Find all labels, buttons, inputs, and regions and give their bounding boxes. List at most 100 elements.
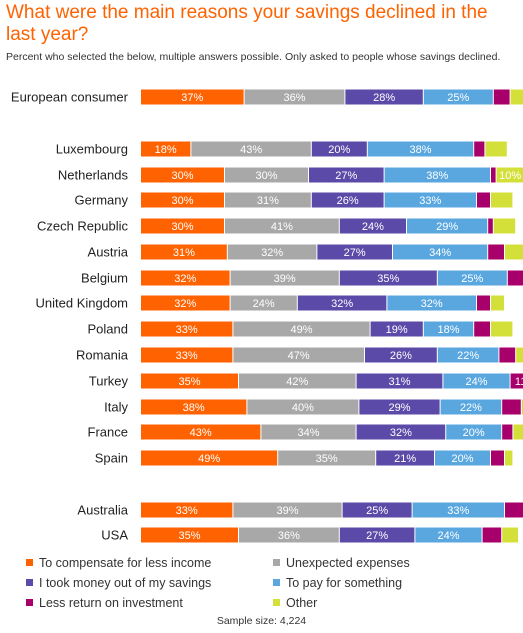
bar-segment	[317, 244, 392, 260]
bar-segment	[440, 399, 502, 415]
legend-swatch	[26, 599, 33, 606]
data-label: 20%	[328, 144, 350, 156]
data-label: 49%	[290, 324, 312, 336]
data-label: 28%	[373, 92, 395, 104]
data-label: 29%	[388, 402, 410, 414]
data-label: 35%	[316, 453, 338, 465]
category-label: Romania	[76, 348, 129, 363]
chart-subtitle: Percent who selected the below, multiple…	[6, 51, 501, 63]
data-label: 30%	[255, 170, 277, 182]
category-label: Netherlands	[58, 168, 129, 183]
bar-segment	[488, 218, 493, 234]
bar-segment	[365, 347, 437, 363]
category-label: Spain	[95, 451, 128, 466]
category-label: Czech Republic	[37, 219, 129, 234]
bar-segment	[141, 321, 233, 337]
bar-segment	[367, 141, 474, 157]
data-label: 30%	[171, 195, 193, 207]
legend-label: Other	[286, 596, 318, 610]
data-label: 24%	[465, 376, 487, 388]
bar-segment	[339, 270, 437, 286]
data-label: 24%	[437, 530, 459, 542]
bar-segment	[244, 89, 345, 105]
sample-size-note: Sample size: 4,224	[216, 615, 307, 627]
legend-swatch	[273, 599, 280, 606]
data-label: 18%	[155, 144, 177, 156]
data-label: 22%	[457, 350, 479, 362]
legend-swatch	[26, 559, 33, 566]
bar-segment	[513, 424, 523, 440]
category-label: Belgium	[81, 271, 128, 286]
bar-segment	[230, 295, 297, 311]
data-label: 34%	[429, 247, 451, 259]
bar-segment	[393, 244, 488, 260]
bar-segment	[474, 141, 485, 157]
data-label: 33%	[176, 324, 198, 336]
category-label: European consumer	[11, 90, 129, 105]
bar-segment	[443, 373, 510, 389]
data-label: 43%	[190, 427, 212, 439]
data-label: 29%	[436, 221, 458, 233]
bar-segment	[225, 218, 339, 234]
bar-segment	[141, 424, 261, 440]
bar-segment	[141, 450, 278, 466]
data-label: 38%	[409, 144, 431, 156]
category-label: Luxembourg	[56, 142, 128, 157]
bar-segment	[491, 450, 504, 466]
data-label: 32%	[261, 247, 283, 259]
bar-segment	[499, 347, 516, 363]
bar-segment	[339, 218, 406, 234]
legend-label: I took money out of my savings	[39, 576, 212, 590]
bar-segment	[474, 321, 490, 337]
bar-segment	[491, 192, 513, 208]
bar-segment	[261, 424, 356, 440]
data-label: 31%	[173, 247, 195, 259]
bar-segment	[423, 89, 493, 105]
bar-segment	[491, 167, 496, 183]
bar-segment	[502, 399, 521, 415]
legend-item: To pay for something	[273, 576, 402, 590]
bar-segment	[488, 244, 504, 260]
bar-segment	[496, 167, 523, 183]
bar-segment	[141, 270, 230, 286]
data-label: 41%	[271, 221, 293, 233]
data-label: 33%	[447, 505, 469, 517]
bar-segment	[233, 321, 370, 337]
data-label: 32%	[174, 298, 196, 310]
category-label: Poland	[88, 322, 128, 337]
legend-swatch	[273, 559, 280, 566]
bar-segment	[342, 502, 412, 518]
data-label: 31%	[388, 376, 410, 388]
bar-segment	[311, 141, 367, 157]
bar-segment	[227, 244, 317, 260]
data-label: 36%	[278, 530, 300, 542]
bar-segment	[233, 502, 342, 518]
bar-segment	[505, 450, 513, 466]
bar-segment	[225, 192, 311, 208]
bar-segment	[309, 167, 384, 183]
data-label: 34%	[297, 427, 319, 439]
bar-segment	[141, 295, 230, 311]
category-label: Italy	[104, 400, 128, 415]
legend-swatch	[273, 579, 280, 586]
bar-segment	[505, 502, 523, 518]
bar-segment	[247, 399, 359, 415]
data-label: 40%	[292, 402, 314, 414]
bar-segment	[141, 192, 224, 208]
bar-segment	[311, 192, 384, 208]
bar-segment	[384, 167, 490, 183]
data-label: 27%	[344, 247, 366, 259]
bar-segment	[339, 527, 415, 543]
bar-segment	[387, 295, 476, 311]
data-label: 32%	[390, 427, 412, 439]
data-label: 35%	[178, 530, 200, 542]
bar-segment	[510, 89, 523, 105]
legend-label: To pay for something	[286, 576, 403, 590]
data-label: 39%	[276, 505, 298, 517]
data-label: 35%	[377, 273, 399, 285]
bar-segment	[437, 347, 499, 363]
chart-title: What were the main reasons your savings …	[6, 2, 488, 45]
bar-segment	[505, 244, 523, 260]
category-label: Germany	[75, 193, 129, 208]
category-label: Australia	[77, 503, 128, 518]
